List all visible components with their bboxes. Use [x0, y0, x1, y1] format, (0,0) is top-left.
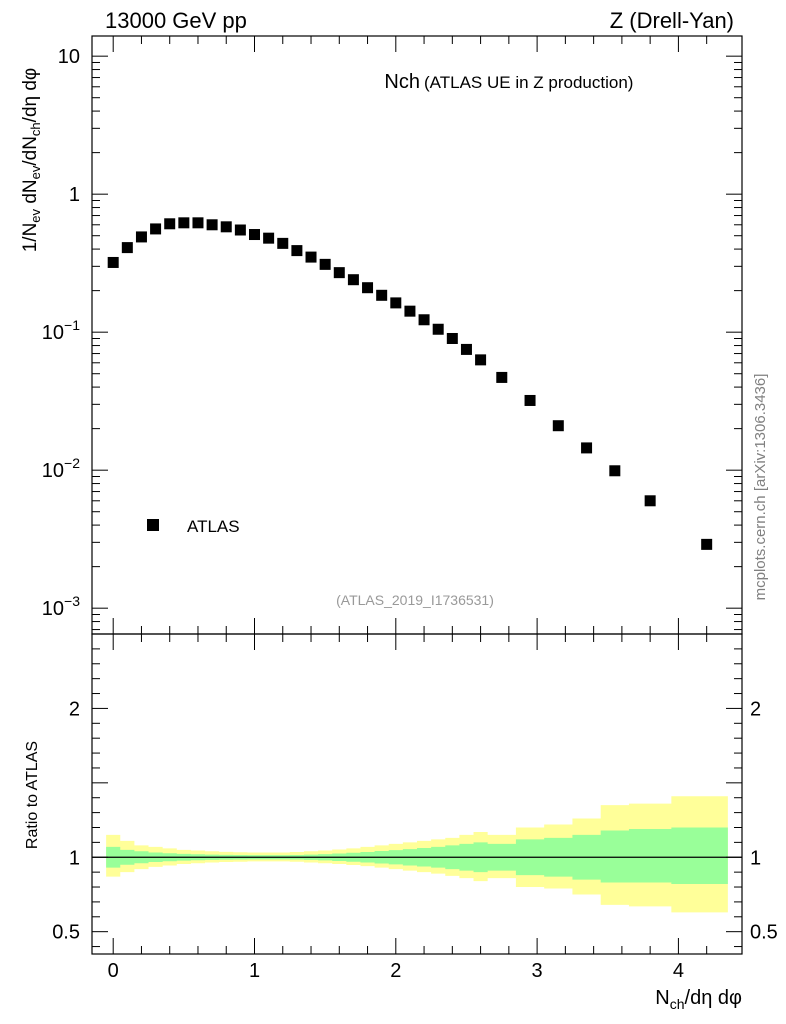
data-point	[446, 332, 458, 344]
data-point	[701, 538, 713, 550]
data-point	[609, 465, 621, 477]
ratio-uncertainty-bands	[106, 796, 728, 913]
data-point	[418, 314, 430, 326]
data-point	[192, 217, 204, 229]
ratio-plot-frame	[91, 633, 743, 955]
data-point	[178, 217, 190, 229]
x-tick-label: 2	[390, 960, 401, 982]
ratio-y-tick-label-left: 0.5	[52, 922, 80, 944]
data-point	[347, 274, 359, 286]
y-tick-label: 10−3	[42, 593, 80, 620]
header-left-label: 13000 GeV pp	[105, 8, 247, 33]
ratio-y-tick-label-left: 2	[69, 698, 80, 720]
data-point	[263, 232, 275, 244]
data-point	[107, 256, 119, 268]
x-tick-label: 1	[249, 960, 260, 982]
data-point	[291, 245, 303, 257]
data-point	[644, 495, 656, 507]
data-point	[496, 371, 508, 383]
ratio-axis-ticks	[92, 634, 742, 954]
x-tick-label: 4	[673, 960, 684, 982]
main-plot-frame	[91, 35, 743, 635]
ratio-y-tick-label-right: 1	[750, 847, 761, 869]
side-reference-label: mcplots.cern.ch [arXiv:1306.3436]	[752, 374, 769, 601]
ratio-y-tick-label-right: 0.5	[750, 922, 778, 944]
ratio-y-tick-label-left: 1	[69, 847, 80, 869]
main-plot-panel: 10 1 10−1 10−2 10−3 Nch (ATLAS UE in Z produ…	[20, 35, 743, 635]
main-y-axis-label: 1/Nev dNev/dNch/dη dφ	[20, 68, 43, 253]
data-point	[164, 218, 176, 230]
header-right-label: Z (Drell-Yan)	[610, 8, 734, 33]
x-tick-label: 3	[532, 960, 543, 982]
data-point	[333, 267, 345, 279]
data-point	[581, 442, 593, 454]
main-axis-ticks	[92, 36, 742, 634]
watermark-label: (ATLAS_2019_I1736531)	[336, 592, 494, 608]
data-point	[121, 242, 133, 254]
legend-marker-atlas	[147, 519, 159, 531]
data-point	[404, 305, 416, 317]
y-tick-label: 10−1	[42, 317, 80, 344]
data-point	[135, 231, 147, 243]
data-point	[390, 297, 402, 309]
data-point	[362, 282, 374, 294]
data-point	[524, 394, 536, 406]
ratio-x-tick-labels: 0 1 2 3 4	[108, 960, 684, 982]
data-point	[234, 224, 246, 236]
data-point	[552, 420, 564, 432]
data-point	[319, 258, 331, 270]
data-point	[206, 219, 218, 231]
data-point	[150, 223, 162, 235]
data-point	[376, 289, 388, 301]
data-point	[475, 354, 487, 366]
legend-label-atlas: ATLAS	[187, 517, 240, 536]
y-tick-label: 1	[69, 184, 80, 206]
main-chart-subtitle: (ATLAS UE in Z production)	[424, 73, 633, 92]
x-tick-label: 0	[108, 960, 119, 982]
ratio-y-axis-label: Ratio to ATLAS	[24, 741, 41, 849]
ratio-y-tick-label-right: 2	[750, 698, 761, 720]
data-point	[460, 343, 472, 355]
data-point	[432, 323, 444, 335]
y-tick-label: 10	[58, 46, 80, 68]
ratio-x-axis-label: Nch/dη dφ	[655, 987, 742, 1012]
inner-uncertainty-band	[106, 827, 728, 885]
y-tick-label: 10−2	[42, 455, 80, 482]
main-chart-title: Nch	[384, 71, 420, 93]
data-point	[220, 221, 232, 233]
ratio-plot-panel: 0.5 0.5 1 1 2 2 0 1 2 3 4 Ratio to ATLAS Nch/dη d…	[24, 633, 778, 1012]
main-data-markers	[107, 217, 713, 550]
data-point	[249, 229, 260, 241]
data-point	[305, 251, 317, 263]
ratio-y-tick-labels: 0.5 0.5 1 1 2 2	[52, 698, 778, 943]
data-point	[277, 237, 289, 249]
main-y-tick-labels: 10 1 10−1 10−2 10−3	[42, 46, 80, 620]
